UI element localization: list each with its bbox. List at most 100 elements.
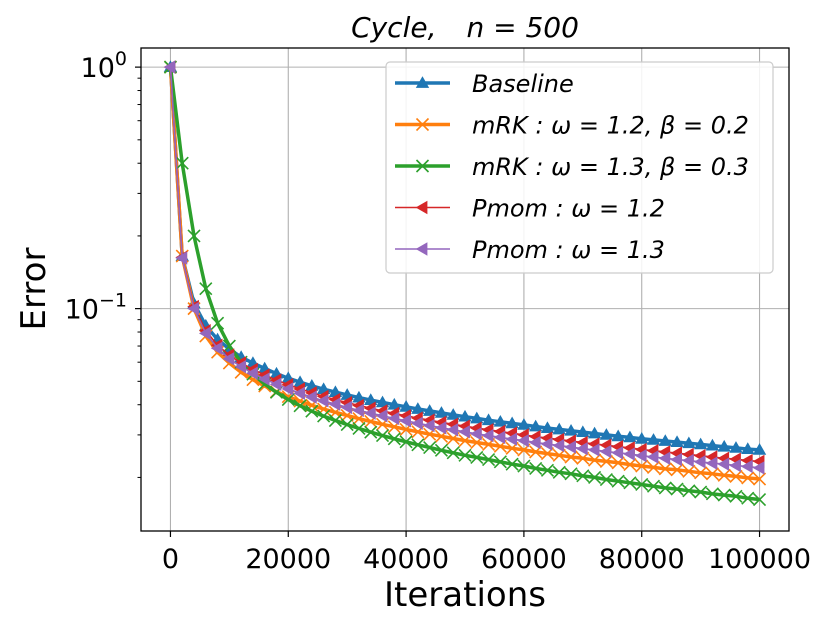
data-point — [587, 426, 602, 439]
title-graph-name: Cycle, — [351, 11, 436, 44]
data-point — [599, 428, 614, 440]
data-point — [576, 425, 590, 438]
data-point — [752, 492, 767, 507]
data-point — [717, 439, 731, 452]
data-point — [658, 451, 671, 465]
y-axis-label: Error — [14, 248, 54, 331]
legend-item: Pmom : ω = 1.3 — [395, 236, 665, 264]
data-point — [646, 479, 661, 493]
data-point — [682, 484, 696, 498]
data-point — [375, 429, 390, 443]
data-point — [693, 455, 706, 469]
data-point — [658, 481, 672, 495]
data-point — [658, 462, 672, 476]
data-point — [634, 449, 647, 463]
data-point — [517, 459, 531, 473]
data-point — [352, 421, 366, 436]
data-point — [552, 465, 566, 479]
data-point — [316, 394, 329, 408]
data-point — [340, 418, 354, 432]
data-point — [411, 402, 425, 414]
data-point — [670, 435, 684, 448]
ticks: 0 20000 40000 60000 80000 100000 100 10−1 — [65, 48, 811, 575]
data-point — [635, 459, 649, 473]
data-point — [611, 474, 625, 488]
series-layer — [163, 60, 767, 507]
data-point — [175, 251, 188, 265]
series-5 — [163, 60, 765, 475]
data-point — [694, 485, 708, 499]
legend-marker — [415, 200, 428, 215]
data-point — [729, 458, 741, 473]
legend-item: mRK : ω = 1.3, β = 0.3 — [395, 153, 749, 181]
plot-frame — [140, 47, 790, 532]
data-point — [199, 282, 213, 296]
data-point — [481, 413, 496, 426]
x-tick-label: 80000 — [599, 544, 685, 575]
legend-item: Pmom : ω = 1.2 — [395, 195, 665, 223]
x-tick-label: 60000 — [481, 544, 567, 575]
data-point — [317, 409, 331, 423]
data-point — [588, 470, 602, 484]
title-size: n = 500 — [466, 11, 578, 44]
legend: Baseline mRK : ω = 1.2, β = 0.2 mRK : ω = … — [385, 61, 774, 274]
data-point — [163, 60, 176, 74]
data-point — [458, 409, 472, 422]
legend-marker — [415, 159, 430, 173]
data-point — [670, 463, 684, 477]
data-point — [587, 443, 600, 457]
data-point — [187, 301, 199, 316]
data-point — [246, 366, 258, 380]
data-point — [422, 404, 437, 416]
data-point — [469, 427, 482, 441]
data-point — [564, 423, 578, 436]
data-point — [175, 156, 189, 170]
data-point — [211, 316, 225, 330]
data-point — [293, 386, 305, 400]
x-axis-label: Iterations — [384, 575, 546, 615]
data-point — [493, 430, 506, 445]
data-point — [328, 397, 341, 411]
data-point — [411, 416, 423, 431]
data-point — [529, 461, 543, 475]
data-point — [505, 432, 518, 446]
data-point — [493, 455, 507, 469]
data-point — [540, 463, 555, 477]
data-point — [623, 430, 637, 443]
data-point — [493, 414, 508, 427]
data-point — [387, 411, 400, 426]
data-point — [305, 404, 319, 418]
data-point — [364, 425, 378, 439]
data-point — [528, 435, 541, 450]
data-point — [705, 467, 719, 481]
data-point — [505, 457, 519, 471]
data-point — [352, 403, 364, 418]
data-point — [411, 438, 425, 452]
data-point — [623, 458, 637, 472]
data-point — [458, 425, 470, 439]
data-point — [682, 464, 696, 478]
data-point — [540, 421, 555, 434]
data-point — [387, 397, 401, 410]
legend-marker — [415, 117, 430, 132]
data-point — [517, 433, 529, 448]
data-point — [540, 437, 553, 451]
data-point — [729, 441, 743, 453]
data-point — [646, 433, 661, 445]
x-tick-label: 0 — [162, 544, 179, 575]
data-point — [599, 472, 613, 487]
data-point — [269, 377, 282, 391]
data-point — [422, 418, 435, 433]
data-point — [623, 447, 635, 461]
data-point — [623, 476, 637, 490]
data-point — [470, 450, 484, 464]
data-point — [670, 452, 682, 467]
data-point — [717, 488, 731, 502]
data-point — [635, 477, 649, 492]
y-tick-label: 10−1 — [65, 290, 127, 326]
data-point — [599, 444, 612, 459]
data-point — [234, 359, 247, 374]
data-point — [481, 428, 494, 443]
legend-label: Baseline — [472, 70, 574, 98]
